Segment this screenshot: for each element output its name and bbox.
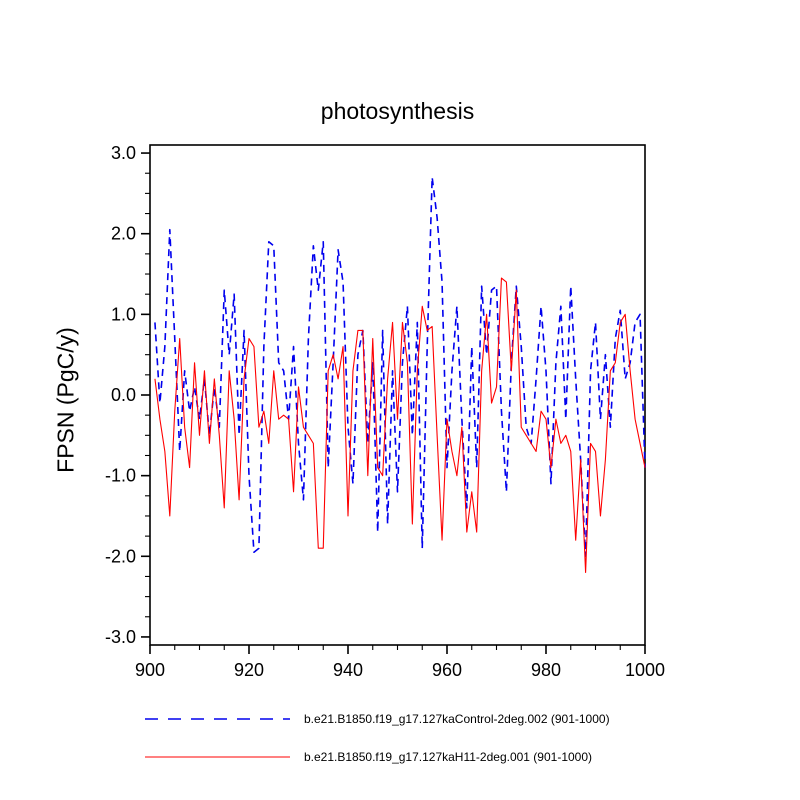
x-tick-label: 920 (234, 660, 264, 680)
plot-border (149, 144, 646, 646)
y-tick-label: -3.0 (105, 627, 136, 647)
y-tick-label: 0.0 (111, 385, 136, 405)
x-tick-label: 900 (135, 660, 165, 680)
x-tick-label: 980 (531, 660, 561, 680)
x-tick-label: 940 (333, 660, 363, 680)
y-tick-label: -1.0 (105, 466, 136, 486)
y-tick-label: -2.0 (105, 546, 136, 566)
legend: b.e21.B1850.f19_g17.127kaControl-2deg.00… (145, 700, 610, 776)
legend-label-h11: b.e21.B1850.f19_g17.127kaH11-2deg.001 (9… (304, 750, 593, 764)
x-tick-label: 960 (432, 660, 462, 680)
legend-label-control: b.e21.B1850.f19_g17.127kaControl-2deg.00… (304, 712, 610, 726)
x-tick-label: 1000 (625, 660, 665, 680)
series-line-1 (154, 277, 646, 573)
legend-item: b.e21.B1850.f19_g17.127kaControl-2deg.00… (145, 700, 610, 738)
legend-line-sample-h11 (145, 756, 290, 758)
legend-line-sample-control (145, 718, 290, 720)
y-tick-label: 2.0 (111, 224, 136, 244)
series-line-0 (154, 176, 646, 558)
chart-title: photosynthesis (320, 98, 475, 124)
legend-item: b.e21.B1850.f19_g17.127kaH11-2deg.001 (9… (145, 738, 610, 776)
y-tick-label: 3.0 (111, 143, 136, 163)
y-tick-label: 1.0 (111, 304, 136, 324)
